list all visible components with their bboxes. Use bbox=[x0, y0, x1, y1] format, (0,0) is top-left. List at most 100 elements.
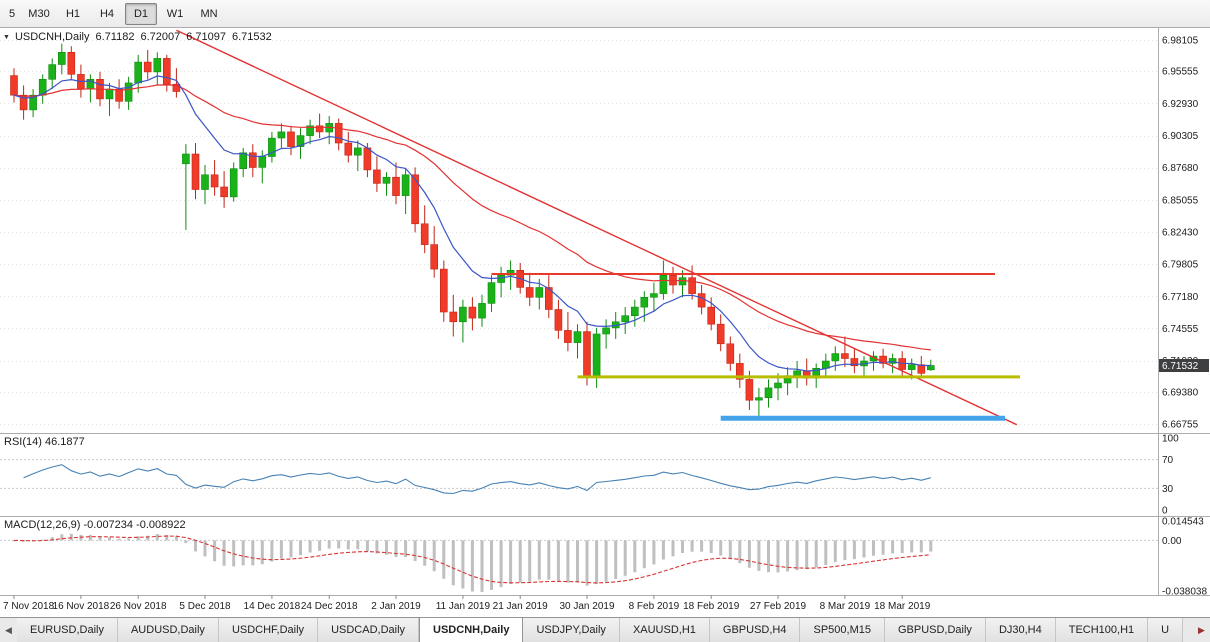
tabs-scroll-right-button[interactable]: ▶ bbox=[1198, 624, 1205, 635]
macd-histogram-bar bbox=[891, 540, 895, 554]
macd-histogram-bar bbox=[900, 540, 904, 554]
macd-histogram-bar bbox=[432, 540, 436, 572]
chart-canvas[interactable]: 6.98105 6.95555 6.92930 6.90305 6.87680 6.850… bbox=[0, 28, 1210, 617]
timeframe-button-h1[interactable]: H1 bbox=[65, 7, 81, 20]
timeframe-button-h4[interactable]: H4 bbox=[99, 7, 115, 20]
macd-histogram-bar bbox=[805, 540, 809, 570]
macd-histogram-bar bbox=[786, 540, 790, 572]
ohlc-open: 6.71182 bbox=[95, 31, 135, 43]
tab-usdcad-daily[interactable]: USDCAD,Daily bbox=[318, 618, 420, 642]
macd-histogram-bar bbox=[413, 540, 417, 561]
candle-body bbox=[888, 358, 897, 364]
tabs-scroll-left-button[interactable]: ◀ bbox=[5, 624, 12, 635]
macd-histogram-bar bbox=[490, 540, 493, 590]
timeframe-button-mn[interactable]: MN bbox=[200, 7, 218, 20]
symbol-dropdown-icon[interactable]: ▼ bbox=[3, 33, 10, 41]
macd-histogram-bar bbox=[442, 540, 446, 579]
macd-histogram-bar bbox=[614, 540, 618, 579]
descending-trendline[interactable] bbox=[176, 29, 1018, 426]
macd-histogram-bar bbox=[375, 540, 379, 554]
tab-usdjpy-daily[interactable]: USDJPY,Daily bbox=[523, 618, 620, 642]
candle-body bbox=[373, 169, 381, 184]
candle-body bbox=[239, 152, 247, 170]
date-label: 18 Feb 2019 bbox=[683, 601, 740, 612]
tab-u[interactable]: U bbox=[1148, 618, 1184, 642]
bottom-tabs: EURUSD,Daily AUDUSD,Daily USDCHF,Daily USDC… bbox=[17, 618, 1193, 642]
candle-body bbox=[124, 82, 133, 102]
macd-histogram-bar bbox=[776, 540, 780, 573]
macd-histogram-bar bbox=[470, 540, 474, 592]
timeframe-button-d1[interactable]: D1 bbox=[125, 2, 157, 25]
macd-histogram-bar bbox=[862, 540, 866, 558]
macd-histogram-bar bbox=[652, 540, 656, 565]
date-label: 8 Mar 2019 bbox=[820, 601, 871, 612]
macd-histogram-bar bbox=[365, 540, 369, 552]
macd-histogram-bar bbox=[184, 540, 188, 544]
macd-histogram-bar bbox=[270, 540, 274, 562]
tab-gbpusd-daily[interactable]: GBPUSD,Daily bbox=[884, 618, 986, 642]
candle-body bbox=[10, 75, 18, 96]
macd-histogram-bar bbox=[757, 540, 761, 571]
macd-histogram-bar bbox=[346, 540, 350, 550]
candle-body bbox=[841, 353, 849, 359]
candle-body bbox=[898, 358, 907, 370]
timeframe-button-m30[interactable]: M30 bbox=[28, 7, 50, 20]
macd-histogram-bar bbox=[174, 536, 178, 541]
candle-body bbox=[449, 311, 458, 323]
macd-histogram-bar bbox=[547, 540, 551, 580]
rsi-indicator-label: RSI(14) 46.1877 bbox=[4, 436, 85, 448]
timeframe-button-w1[interactable]: W1 bbox=[166, 7, 184, 20]
rsi-axis-label: 30 bbox=[1162, 484, 1174, 495]
tab-usdcnh-daily[interactable]: USDCNH,Daily bbox=[419, 618, 524, 642]
candle-body bbox=[621, 315, 630, 323]
candle-body bbox=[220, 186, 228, 198]
macd-signal-value: -0.008922 bbox=[136, 519, 186, 531]
macd-histogram-bar bbox=[509, 540, 513, 584]
candles-group bbox=[10, 43, 935, 418]
date-label: 21 Jan 2019 bbox=[493, 601, 548, 612]
tab-eurusd-daily[interactable]: EURUSD,Daily bbox=[17, 618, 118, 642]
tab-sp500-m15[interactable]: SP500,M15 bbox=[800, 618, 885, 642]
candle-body bbox=[688, 277, 696, 294]
candle-body bbox=[774, 382, 782, 389]
date-label: 18 Mar 2019 bbox=[874, 601, 931, 612]
macd-histogram-bar bbox=[117, 538, 121, 541]
macd-histogram-bar bbox=[127, 538, 131, 541]
ohlc-close: 6.71532 bbox=[231, 31, 272, 43]
rsi-axis-label: 100 bbox=[1162, 434, 1179, 445]
price-axis-label: 6.74555 bbox=[1162, 324, 1199, 335]
current-price-badge bbox=[1159, 359, 1209, 372]
chart-title: ▼ USDCNH,Daily 6.71182 6.72007 6.71097 6… bbox=[3, 31, 272, 43]
macd-histogram-bar bbox=[576, 540, 579, 583]
tab-gbpusd-h4[interactable]: GBPUSD,H4 bbox=[709, 618, 801, 642]
date-label: 26 Nov 2018 bbox=[110, 601, 167, 612]
candle-body bbox=[459, 306, 467, 323]
tab-xauusd-h1[interactable]: XAUUSD,H1 bbox=[619, 618, 710, 642]
tab-audusd-daily[interactable]: AUDUSD,Daily bbox=[117, 618, 219, 642]
tab-dj30-h4[interactable]: DJ30,H4 bbox=[985, 618, 1056, 642]
candle-body bbox=[745, 379, 754, 401]
macd-histogram-bar bbox=[318, 540, 322, 551]
price-gridlines bbox=[0, 40, 1158, 425]
tab-usdchf-daily[interactable]: USDCHF,Daily bbox=[218, 618, 319, 642]
candle-body bbox=[525, 287, 534, 298]
candle-body bbox=[650, 293, 658, 298]
candle-body bbox=[182, 153, 190, 165]
price-axis-label: 6.90305 bbox=[1162, 131, 1199, 142]
candle-body bbox=[583, 331, 591, 377]
candle-body bbox=[191, 153, 200, 190]
candle-body bbox=[640, 296, 649, 308]
macd-main-value: -0.007234 bbox=[83, 519, 134, 531]
current-price-badge-text: 6.71532 bbox=[1162, 361, 1199, 372]
tab-tech100-h1[interactable]: TECH100,H1 bbox=[1055, 618, 1149, 642]
rsi-axis-label: 70 bbox=[1162, 455, 1174, 466]
macd-histogram-bar bbox=[528, 540, 532, 582]
macd-histogram-bar bbox=[155, 534, 159, 541]
price-axis-label: 6.92930 bbox=[1162, 99, 1199, 110]
price-axis-label: 6.79805 bbox=[1162, 260, 1199, 271]
macd-histogram-bar bbox=[461, 540, 465, 589]
macd-histogram-bar bbox=[910, 540, 914, 553]
timeframe-button-5[interactable]: 5 bbox=[8, 7, 16, 20]
candle-body bbox=[229, 168, 238, 198]
